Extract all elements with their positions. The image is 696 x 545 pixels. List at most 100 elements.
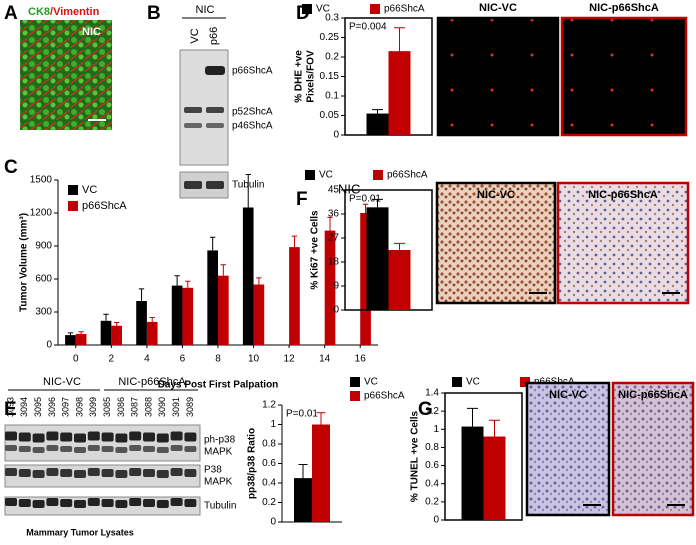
image-title: NIC-VC — [549, 389, 587, 401]
bar — [146, 321, 158, 345]
y-tick-label: 0.25 — [320, 32, 340, 43]
y-tick-label: 0.2 — [325, 52, 339, 63]
band — [205, 66, 225, 75]
lane-label: 3093 — [5, 397, 15, 417]
y-axis-label: % Ki67 +ve Cells — [310, 210, 321, 290]
legend-label: p66ShcA — [387, 170, 428, 181]
legend-label: p66ShcA — [364, 391, 405, 402]
band — [184, 107, 202, 113]
y-tick-label: 0.15 — [320, 71, 340, 82]
error-bar — [372, 198, 383, 208]
band — [74, 500, 86, 508]
band-label: p46ShcA — [232, 121, 273, 132]
band — [115, 433, 128, 443]
bar — [289, 247, 300, 345]
y-tick-label: 0 — [333, 130, 339, 141]
lane-label: VC — [189, 28, 201, 43]
legend-label: VC — [364, 377, 378, 388]
blot-group: NIC-p66ShcA — [118, 376, 186, 388]
micrograph — [20, 20, 112, 130]
legend-label: VC — [316, 4, 330, 15]
y-tick-label: 300 — [35, 307, 52, 318]
error-bar — [327, 216, 333, 231]
y-tick-label: 0.6 — [425, 460, 439, 471]
band — [32, 433, 45, 443]
band — [143, 499, 155, 507]
stain-red: /Vimentin — [50, 6, 100, 18]
y-tick-label: 0.6 — [262, 458, 276, 469]
y-tick-label: 36 — [328, 209, 340, 220]
annotation: P=0.004 — [349, 22, 387, 33]
band — [87, 431, 100, 441]
legend-label: p66ShcA — [82, 200, 127, 212]
legend-label: VC — [82, 184, 97, 196]
band — [101, 499, 114, 507]
band — [60, 446, 73, 452]
band — [60, 432, 73, 442]
bar — [324, 230, 336, 345]
band — [74, 447, 86, 453]
blot-group: NIC — [196, 4, 215, 16]
error-bar — [78, 331, 84, 334]
micrograph — [560, 16, 688, 137]
x-tick-label: 6 — [180, 354, 186, 365]
micrograph — [435, 181, 557, 305]
band — [129, 431, 142, 441]
legend-swatch — [452, 377, 462, 387]
lane-label: 3085 — [102, 397, 112, 417]
band — [129, 468, 142, 476]
error-bar — [467, 407, 478, 427]
legend-label: VC — [319, 170, 333, 181]
panel-letter: E — [4, 399, 17, 420]
band — [129, 498, 142, 506]
panel-letter: G — [418, 399, 433, 420]
y-tick-label: 0.8 — [425, 442, 439, 453]
bar — [388, 250, 411, 310]
x-tick-label: 0 — [73, 354, 79, 365]
y-tick-label: 0.4 — [262, 478, 276, 489]
y-axis-label: Tumor Volume (mm³) — [19, 213, 30, 312]
error-bar — [138, 288, 145, 301]
band — [170, 498, 183, 506]
annotation: NIC — [338, 181, 360, 196]
y-tick-label: 0.2 — [262, 497, 276, 508]
error-bar — [394, 27, 405, 52]
band — [74, 470, 86, 478]
band-label: MAPK — [204, 477, 233, 488]
lane-label: 3098 — [74, 397, 84, 417]
error-bar — [489, 419, 500, 437]
bar — [483, 436, 506, 520]
band — [46, 498, 59, 506]
band — [32, 447, 45, 453]
x-axis-label: Days Post First Palpation — [158, 380, 279, 391]
micrograph — [436, 16, 560, 137]
band-label: ph-p38 — [204, 435, 236, 446]
legend-swatch — [68, 185, 78, 195]
stain-green: CK8 — [28, 6, 50, 18]
bar — [182, 287, 194, 345]
error-bar — [67, 332, 74, 336]
error-bar — [394, 242, 405, 250]
blot-group: NIC-VC — [43, 376, 81, 388]
band — [156, 433, 169, 443]
band — [156, 470, 169, 478]
band — [129, 445, 142, 451]
band-label: p52ShcA — [232, 107, 273, 118]
y-tick-label: 18 — [328, 257, 340, 268]
y-tick-label: 0 — [333, 305, 339, 316]
y-axis-label: % DHE +ve — [294, 50, 305, 103]
blot-caption: Mammary Tumor Lysates — [26, 527, 134, 537]
bar — [360, 213, 371, 345]
legend-swatch — [305, 170, 315, 180]
y-axis-label: % TUNEL +ve Cells — [410, 410, 421, 502]
x-tick-label: 4 — [144, 354, 150, 365]
y-tick-label: 0.1 — [325, 91, 339, 102]
y-tick-label: 1.4 — [425, 388, 439, 399]
image-title: NIC-VC — [479, 2, 517, 14]
y-tick-label: 27 — [328, 233, 340, 244]
bar — [65, 335, 76, 345]
band — [170, 468, 183, 476]
micrograph — [611, 381, 695, 517]
bar — [75, 334, 87, 345]
